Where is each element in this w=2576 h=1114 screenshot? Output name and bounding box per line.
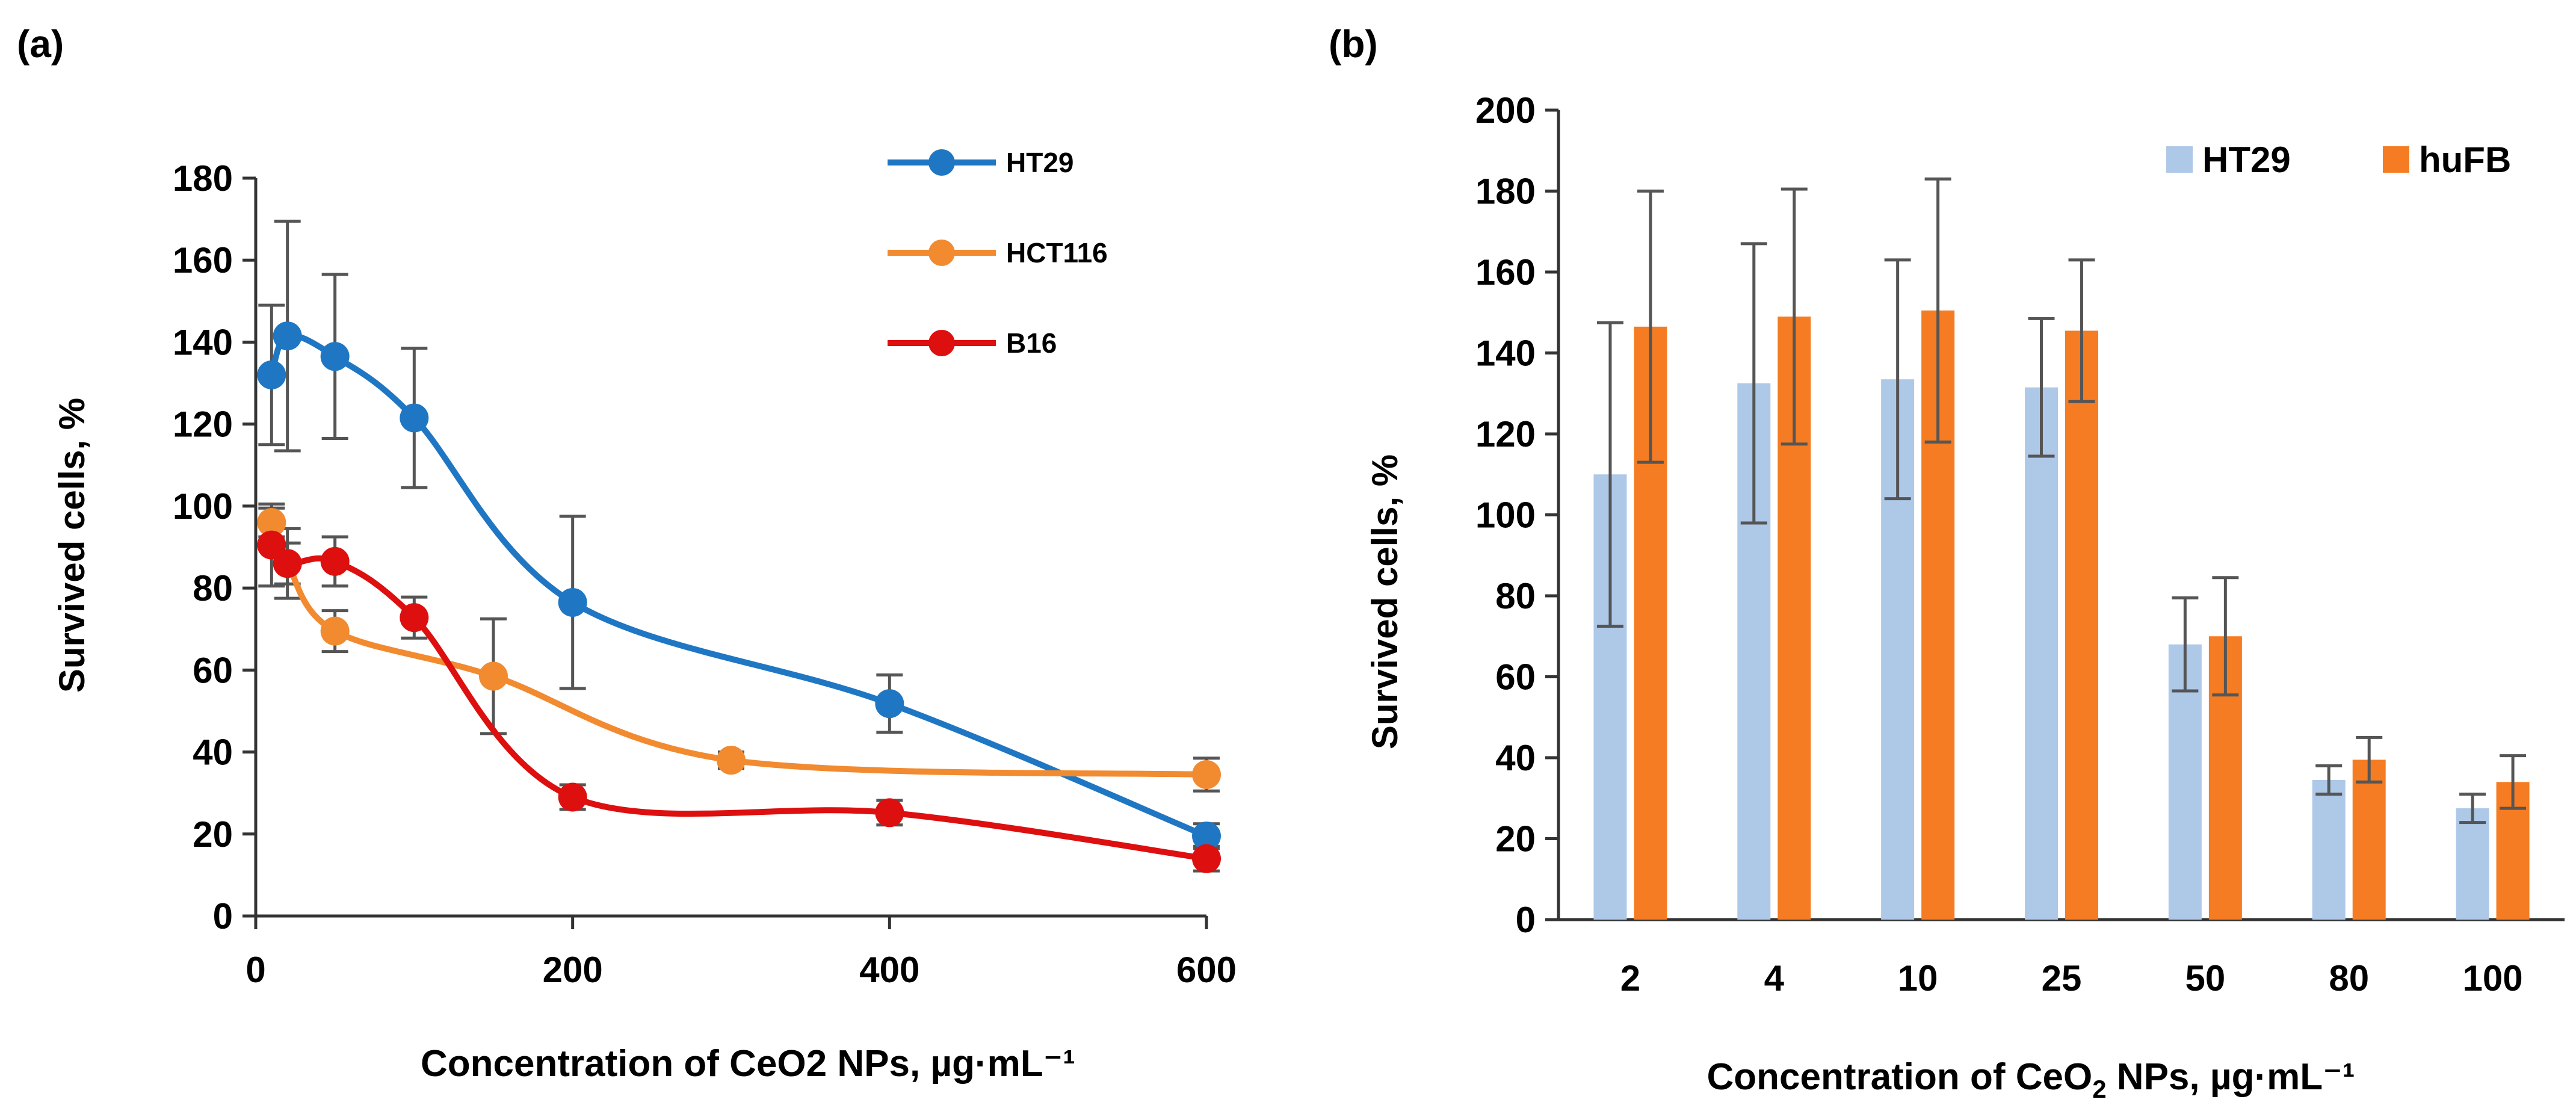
panel-a-y-tick-label: 100 bbox=[173, 486, 233, 527]
panel-b-y-tick-labels: 0 20 40 60 80 100 120 140 160 180 200 bbox=[1475, 90, 1536, 940]
panel-b-legend-label-ht29: HT29 bbox=[2202, 140, 2291, 180]
panel-a-legend-marker-ht29 bbox=[928, 149, 955, 176]
panel-a-x-axis-label: Concentration of CeO2 NPs, µg·mL⁻¹ bbox=[421, 1043, 1075, 1085]
panel-a-legend-marker-b16 bbox=[928, 330, 955, 356]
panel-a-y-tick-label: 160 bbox=[173, 240, 233, 280]
panel-b-y-tick-label: 40 bbox=[1495, 738, 1536, 778]
panel-a-point-ht29 bbox=[257, 360, 286, 389]
panel-b-y-tick-label: 20 bbox=[1495, 819, 1536, 859]
panel-b-bar-ht29 bbox=[2312, 779, 2346, 920]
panel-a-y-tick-label: 60 bbox=[193, 650, 233, 690]
panel-a-point-ht29 bbox=[558, 587, 587, 617]
panel-a-x-tick-label: 200 bbox=[543, 950, 603, 990]
panel-b-x-axis-label-subscript: 2 bbox=[2092, 1075, 2106, 1103]
panel-a-point-ht29 bbox=[273, 321, 302, 351]
panel-b-bar-ht29 bbox=[2025, 387, 2058, 920]
panel-a-point-ht29 bbox=[400, 403, 429, 433]
panel-a-point-b16 bbox=[1192, 844, 1221, 873]
panel-b-bar-hufb bbox=[2352, 760, 2386, 920]
panel-b-x-tick-label: 100 bbox=[2463, 958, 2523, 998]
panel-a-data-points bbox=[257, 321, 1221, 873]
panel-a-point-hct116 bbox=[1192, 760, 1221, 790]
panel-b-legend-label-hufb: huFB bbox=[2419, 140, 2511, 180]
panel-b-x-tick-label: 2 bbox=[1620, 958, 1640, 998]
panel-b-x-tick-label: 50 bbox=[2185, 958, 2225, 998]
panel-b-bars bbox=[1593, 310, 2530, 920]
panel-a-y-tick-label: 40 bbox=[193, 732, 233, 773]
panel-a-y-tick-labels: 0 20 40 60 80 100 120 140 160 180 bbox=[173, 158, 233, 936]
panel-a-legend-marker-hct116 bbox=[928, 240, 955, 266]
panel-a-legend-label-b16: B16 bbox=[1006, 327, 1057, 359]
panel-b-y-tick-label: 80 bbox=[1495, 576, 1536, 616]
panel-a-point-b16 bbox=[400, 603, 429, 633]
panel-b-y-tick-label: 120 bbox=[1475, 414, 1536, 454]
panel-a-x-tick-label: 0 bbox=[246, 950, 265, 990]
panel-a-y-tick-label: 0 bbox=[213, 896, 233, 936]
panel-b-y-tick-label: 100 bbox=[1475, 495, 1536, 536]
panel-b-bar-ht29 bbox=[2456, 808, 2489, 920]
panel-b-x-tick-labels: 2 4 10 25 50 80 100 bbox=[1620, 958, 2523, 998]
panel-b-x-tick-label: 10 bbox=[1898, 958, 1938, 998]
panel-a-y-tick-label: 80 bbox=[193, 568, 233, 608]
panel-b-legend-swatch-ht29 bbox=[2166, 146, 2193, 173]
panel-a-point-hct116 bbox=[320, 616, 350, 646]
panel-b-y-tick-label: 0 bbox=[1516, 900, 1536, 940]
panel-a-legend: HT29 HCT116 B16 bbox=[888, 147, 1108, 359]
panel-a-point-ht29 bbox=[320, 342, 350, 371]
panel-b-x-axis-label: Concentration of CeO2 NPs, µg·mL⁻¹ bbox=[1707, 1056, 2355, 1103]
panel-b-x-axis-label-tail: NPs, µg·mL⁻¹ bbox=[2107, 1056, 2355, 1098]
panel-a-y-tick-label: 180 bbox=[173, 158, 233, 199]
panel-a-line-hct116 bbox=[268, 519, 1209, 778]
panel-b-y-tick-label: 60 bbox=[1495, 657, 1536, 698]
panel-a-axes bbox=[242, 176, 1208, 929]
panel-a-line-b16 bbox=[268, 542, 1209, 862]
panel-b-bar-chart: (b) 0 20 40 60 80 100 120 140 160 180 200 2 4 10 25 50… bbox=[1329, 22, 2565, 1103]
panel-a-x-tick-labels: 0 200 400 600 bbox=[246, 950, 1237, 990]
panel-a-point-hct116 bbox=[257, 508, 286, 537]
panel-a-point-ht29 bbox=[1192, 822, 1221, 851]
panel-a-label: (a) bbox=[17, 22, 64, 66]
panel-a-point-hct116 bbox=[717, 746, 746, 775]
panel-b-y-tick-label: 160 bbox=[1475, 252, 1536, 292]
panel-b-label: (b) bbox=[1329, 22, 1378, 66]
panel-b-y-tick-label: 200 bbox=[1475, 90, 1536, 131]
panel-a-point-hct116 bbox=[479, 661, 508, 691]
panel-a-y-tick-label: 120 bbox=[173, 404, 233, 445]
panel-b-x-tick-label: 25 bbox=[2042, 958, 2082, 998]
panel-a-line-ht29 bbox=[268, 332, 1209, 840]
panel-b-legend: HT29 huFB bbox=[2166, 140, 2511, 180]
panel-a-x-tick-label: 400 bbox=[859, 950, 919, 990]
panel-b-x-tick-label: 4 bbox=[1764, 958, 1785, 998]
panel-a-legend-label-hct116: HCT116 bbox=[1006, 237, 1108, 268]
panel-b-x-axis-label-main: Concentration of CeO bbox=[1707, 1056, 2093, 1098]
panel-b-y-tick-label: 140 bbox=[1475, 333, 1536, 374]
panel-b-bar-hufb bbox=[2065, 330, 2098, 920]
panel-a-point-b16 bbox=[320, 546, 350, 576]
panel-b-error-bars bbox=[1596, 177, 2527, 825]
panel-a-point-ht29 bbox=[875, 689, 904, 719]
panel-a-y-axis-label: Survived cells, % bbox=[52, 398, 92, 693]
panel-b-x-tick-label: 80 bbox=[2329, 958, 2369, 998]
panel-b-legend-swatch-hufb bbox=[2383, 146, 2409, 173]
panel-a-y-tick-label: 140 bbox=[173, 322, 233, 362]
panel-b-y-tick-label: 180 bbox=[1475, 172, 1536, 212]
panel-a-x-tick-label: 600 bbox=[1176, 950, 1237, 990]
panel-a-legend-label-ht29: HT29 bbox=[1006, 147, 1073, 178]
panel-a-y-tick-label: 20 bbox=[193, 814, 233, 855]
panel-b-axes bbox=[1545, 108, 2565, 921]
panel-b-y-axis-label: Survived cells, % bbox=[1365, 454, 1405, 749]
panel-a-point-b16 bbox=[273, 549, 302, 578]
panel-a-point-b16 bbox=[558, 782, 587, 812]
panel-a-point-b16 bbox=[875, 798, 904, 828]
